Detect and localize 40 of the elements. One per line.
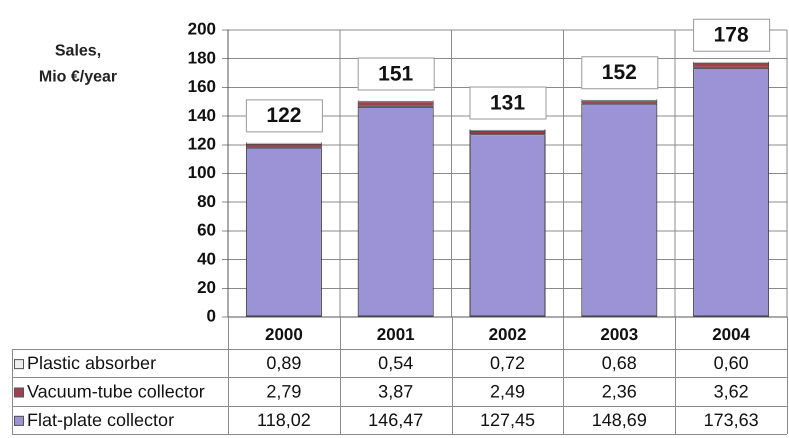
data-label: 118,02 [257,410,311,430]
y-tick-label: 120 [188,134,216,154]
data-label: 173,63 [704,410,759,430]
total-label: 151 [378,62,414,86]
y-tick-label: 60 [197,220,216,240]
data-label: 148,69 [592,410,647,430]
total-label: 131 [490,91,526,114]
total-label: 178 [714,24,749,47]
y-tick-label: 180 [188,48,216,68]
y-tick-label: 20 [197,278,216,297]
data-label: 2,79 [266,381,302,402]
data-label: 3,62 [714,381,749,402]
data-label: 127,45 [480,410,536,430]
data-label: 0,54 [378,353,414,374]
data-label: 146,47 [368,410,424,430]
data-label: 3,87 [378,381,414,402]
x-tick-label: 2002 [488,324,526,344]
legend-label: Flat-plate collector [27,410,174,430]
data-label: 0,72 [490,353,526,374]
legend-label: Vacuum-tube collector [27,381,205,402]
y-tick-label: 100 [188,163,216,182]
data-label: 2,49 [490,381,526,402]
y-tick-label: 140 [188,106,216,125]
data-label: 0,89 [266,353,302,374]
y-tick-label: 200 [188,20,216,39]
total-label: 152 [602,61,637,84]
y-tick-label: 40 [197,249,216,268]
x-tick-label: 2004 [712,324,751,344]
total-label: 122 [266,104,302,128]
data-label: 2,36 [602,381,637,402]
data-label: 0,60 [714,353,749,374]
y-tick-label: 160 [188,77,216,96]
y-tick-label: 0 [206,306,216,326]
legend-label: Plastic absorber [27,353,156,374]
x-tick-label: 2000 [264,324,303,344]
data-label: 0,68 [602,353,637,374]
x-tick-label: 2001 [376,324,415,344]
y-tick-label: 80 [197,192,216,211]
x-tick-label: 2003 [600,324,638,344]
y-axis-title: Sales, Mio €/year [38,42,118,86]
